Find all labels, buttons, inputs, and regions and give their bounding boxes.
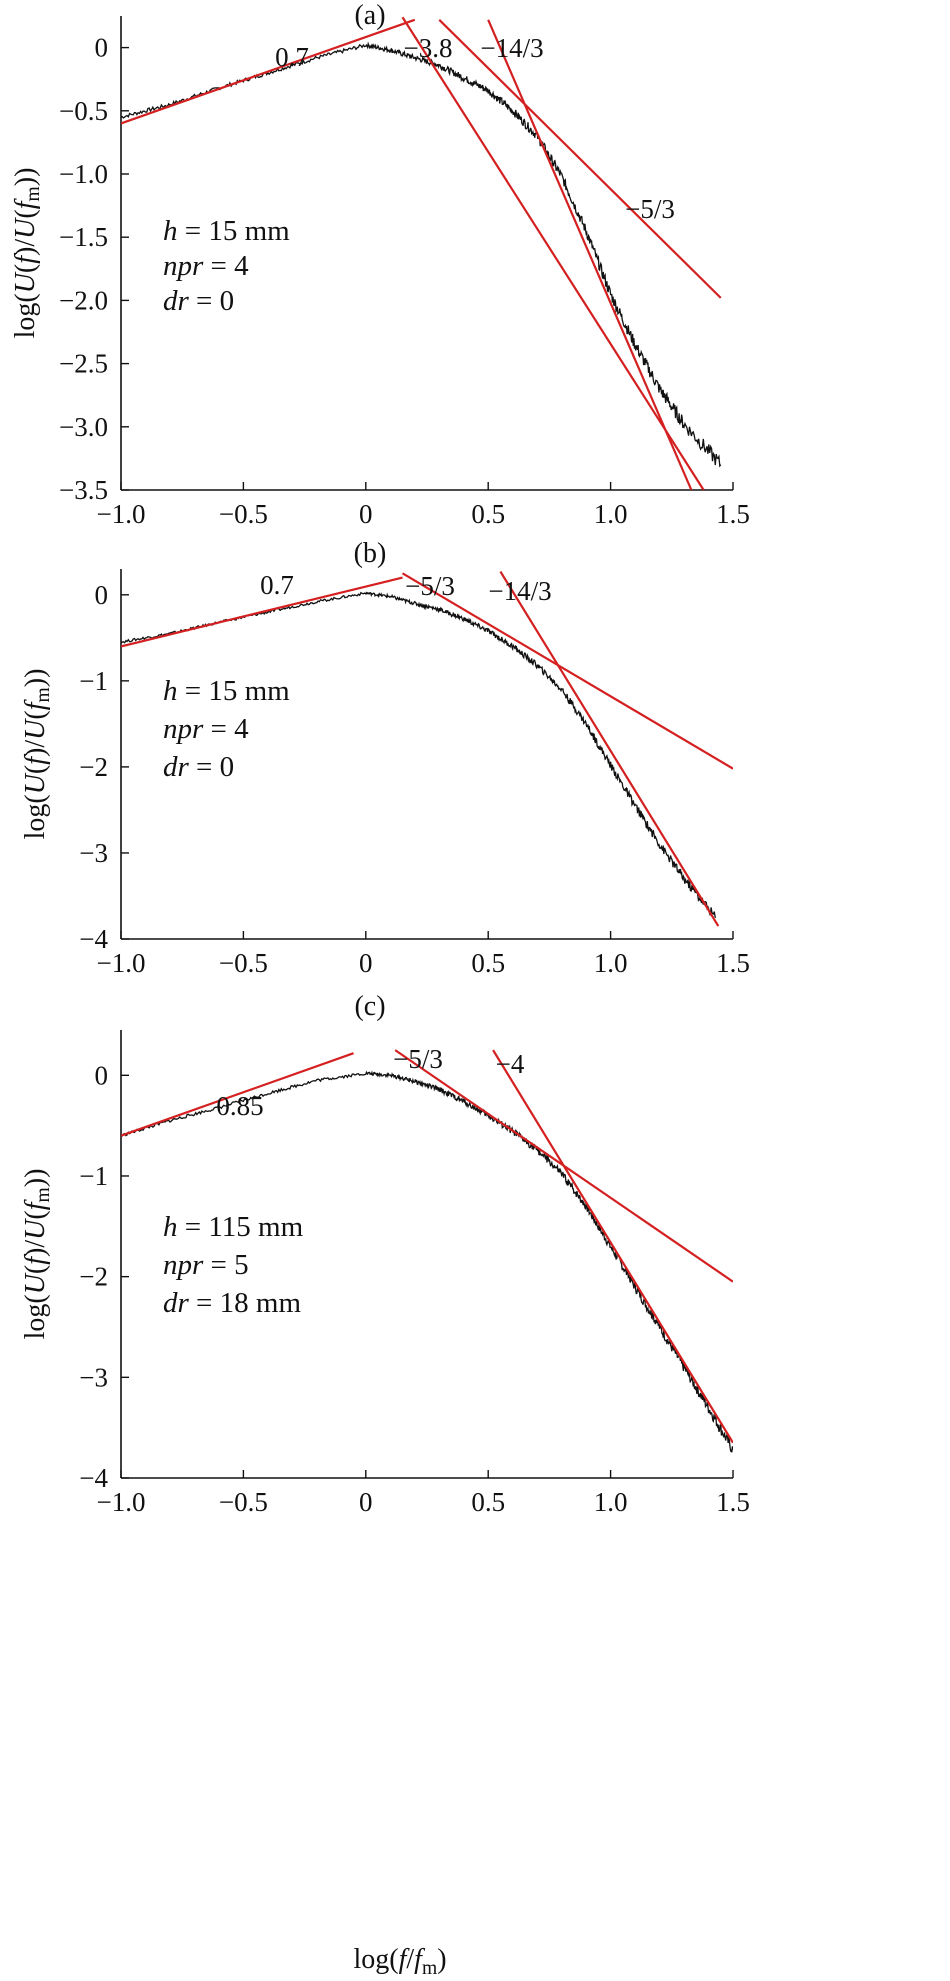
y-tick-label: −1 (79, 1161, 108, 1191)
y-tick-label: −3.0 (59, 412, 108, 442)
fit-line (492, 1049, 733, 1444)
fit-slope-label: −3.8 (404, 33, 453, 63)
x-tick-label: 1.0 (594, 1487, 628, 1517)
parameter-text: h = 15 mm (163, 675, 290, 707)
x-tick-label: 0 (359, 948, 373, 978)
y-axis-label: log(U(f)/U(fm)) (10, 168, 43, 339)
fit-slope-label: 0.7 (275, 42, 309, 72)
parameter-text: npr = 4 (163, 250, 249, 282)
x-tick-label: 1.5 (716, 948, 750, 978)
y-tick-label: −1.0 (59, 159, 108, 189)
chart-panel-1: (a) −1.0 −0.5 0 0.5 1.0 1.5 0 −0.5 −1.0 −1.5 −2.0 −2… (10, 0, 749, 529)
y-tick-label: −2.5 (59, 349, 108, 379)
x-tick-label: 1.5 (716, 1487, 750, 1517)
y-tick-label: −2 (79, 752, 108, 782)
panel-label: (a) (354, 0, 385, 31)
fit-slope-label: −4 (496, 1049, 525, 1079)
fit-line (121, 18, 416, 125)
x-tick-label: −0.5 (219, 499, 268, 529)
x-tick-label: −0.5 (219, 948, 268, 978)
y-tick-label: 0 (95, 580, 109, 610)
y-tick-label: 0 (95, 1060, 109, 1090)
x-tick-label: 0.5 (471, 1487, 505, 1517)
fit-line (401, 572, 733, 770)
x-axis-label: log(f/fm) (353, 1944, 446, 1979)
x-tick-label: 1.0 (594, 948, 628, 978)
y-tick-label: −0.5 (59, 96, 108, 126)
parameter-text: npr = 4 (163, 713, 249, 745)
fit-line (121, 1052, 354, 1137)
fit-slope-label: 0.7 (260, 570, 294, 600)
fit-line (438, 19, 722, 299)
fit-line (487, 19, 693, 490)
chart-panel-2: (b) −1.0 −0.5 0 0.5 1.0 1.5 0 −1 −2 −3 −4 log(U(f)/U… (20, 538, 749, 978)
y-tick-label: −2 (79, 1262, 108, 1292)
fit-line (499, 571, 720, 927)
panel-label: (b) (354, 538, 387, 569)
y-tick-label: −2.0 (59, 285, 108, 315)
parameter-text: npr = 5 (163, 1249, 249, 1281)
fit-slope-label: −5/3 (393, 1044, 443, 1074)
parameter-text: h = 115 mm (163, 1211, 304, 1243)
spectrum-line (121, 41, 722, 468)
x-tick-label: 1.0 (594, 499, 628, 529)
y-tick-label: −3 (79, 838, 108, 868)
fit-slope-label: −14/3 (488, 576, 551, 606)
y-axis-label: log(U(f)/U(fm)) (20, 1169, 53, 1340)
x-tick-label: 0 (359, 499, 373, 529)
panel-label: (c) (354, 991, 385, 1022)
chart-panel-3: (c) −1.0 −0.5 0 0.5 1.0 1.5 0 −1 −2 −3 −4 log(U(f)/U… (20, 991, 749, 1517)
x-tick-label: −1.0 (97, 1487, 146, 1517)
y-tick-label: −4 (79, 1463, 108, 1493)
x-tick-label: 1.5 (716, 499, 750, 529)
y-tick-label: −3.5 (59, 475, 108, 505)
y-tick-label: −3 (79, 1362, 108, 1392)
parameter-text: dr = 0 (163, 751, 234, 783)
fit-slope-label: 0.85 (216, 1091, 263, 1121)
y-tick-label: 0 (95, 33, 109, 63)
fit-line (401, 16, 705, 490)
x-tick-label: −1.0 (97, 948, 146, 978)
parameter-text: dr = 0 (163, 285, 234, 317)
fit-slope-label: −5/3 (405, 571, 455, 601)
y-tick-label: −1.5 (59, 222, 108, 252)
fit-slope-label: −5/3 (625, 194, 675, 224)
x-tick-label: 0.5 (471, 499, 505, 529)
parameter-text: dr = 18 mm (163, 1287, 301, 1319)
y-tick-label: −4 (79, 924, 108, 954)
fit-line (121, 576, 403, 648)
y-axis-label: log(U(f)/U(fm)) (20, 669, 53, 840)
parameter-text: h = 15 mm (163, 215, 290, 247)
x-tick-label: −0.5 (219, 1487, 268, 1517)
fit-slope-label: −14/3 (480, 33, 543, 63)
x-tick-label: 0 (359, 1487, 373, 1517)
x-tick-label: −1.0 (97, 499, 146, 529)
y-tick-label: −1 (79, 666, 108, 696)
x-tick-label: 0.5 (471, 948, 505, 978)
